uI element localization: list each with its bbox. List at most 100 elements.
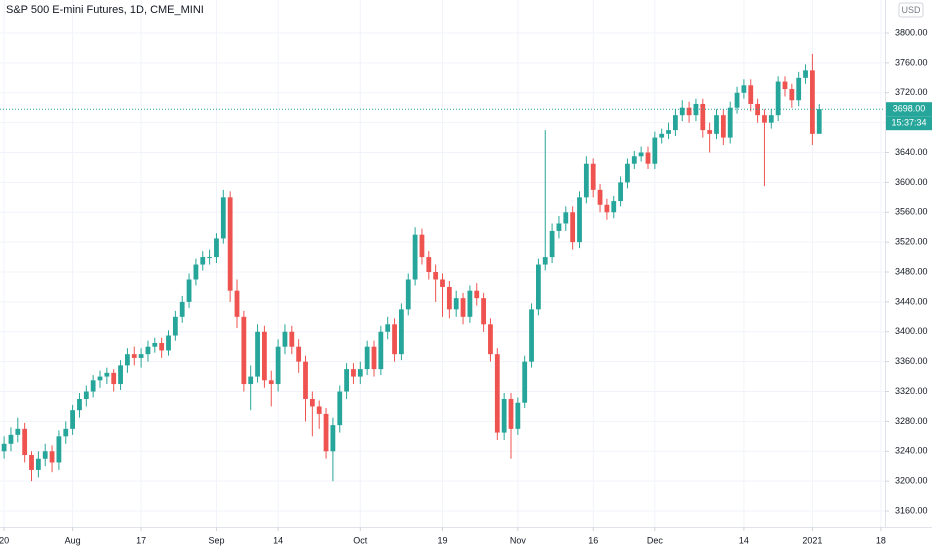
candle-body [392,324,397,355]
y-tick-label: 3600.00 [895,177,928,187]
currency: USD [901,5,921,15]
candles [1,53,822,482]
candle-body [433,272,439,280]
candle-body [563,212,569,224]
candle-body [741,85,747,93]
candle-body [672,115,678,131]
candle-body [529,309,534,362]
candle-body [700,103,706,131]
candle-body [15,428,21,435]
candle-body [56,436,62,463]
candle-body [330,425,336,452]
candle-body [618,182,623,202]
candle-body [152,342,158,347]
candle-body [145,346,151,355]
candle-body [399,309,404,355]
candle-body [488,324,493,355]
y-tick-label: 3480.00 [895,266,928,276]
candle-body [597,189,603,205]
last-price-box [886,102,932,117]
candle-body [419,234,425,258]
candle-body [659,133,665,138]
candle-body [446,286,452,310]
x-tick-label: Nov [510,535,527,545]
candle-body [214,238,219,258]
y-tick-label: 3200.00 [895,476,928,486]
y-tick-label: 3720.00 [895,87,928,97]
candle-body [494,354,500,433]
candle-body [296,346,302,362]
candle-body [467,290,473,317]
candle-body [570,212,576,243]
candle-body [583,163,589,198]
candle-body [556,223,562,231]
candle-body [536,264,541,310]
candle-body [159,342,165,351]
candle-body [809,70,815,134]
candle-body [255,331,260,377]
candle-body [542,257,548,265]
candle-body [323,413,329,452]
candle-body [522,361,528,403]
candle-body [590,163,596,190]
candle-body [748,85,754,104]
candle-body [131,354,137,358]
candle-body [309,398,315,407]
candle-body [378,331,384,370]
candle-body [460,298,466,317]
candle-body [125,354,130,366]
candle-body [29,455,34,470]
candle-body [83,391,89,399]
candle-body [49,451,55,463]
candle-body [816,109,822,134]
candle-body [282,331,288,347]
candle-body [714,115,719,134]
candle-body [440,279,445,287]
candle-body [481,298,486,325]
candle-body [344,369,349,392]
candle-body [303,361,308,399]
candle-body [364,346,370,370]
candle-body [35,458,41,470]
candle-body [186,279,192,302]
candle-body [111,372,117,385]
candle-body [241,316,247,385]
candle-body [474,290,480,299]
candle-body [138,354,144,358]
candle-body [775,81,781,116]
candle-body [275,346,281,385]
candle-body [652,137,658,164]
candle-body [97,376,103,381]
candle-body [782,81,788,90]
candle-body [1,443,7,452]
candle-body [104,372,110,377]
chart-title: S&P 500 E-mini Futures, 1D, CME_MINI [6,4,204,16]
currency-box[interactable] [898,2,924,18]
candle-body [515,402,521,429]
x-tick-label: Oct [353,535,368,545]
candle-body [357,369,363,377]
x-tick-label: Sep [208,535,224,545]
candle-body [337,391,343,426]
candle-body [179,301,185,317]
y-tick-label: 3360.00 [895,356,928,366]
y-tick-label: 3240.00 [895,446,928,456]
candle-body [227,197,233,291]
x-tick-label: 14 [739,535,749,545]
candle-body [796,77,802,101]
candle-body [8,434,14,444]
candle-body [77,398,82,411]
countdown-label: 15:37:34 [891,118,926,128]
candle-body [755,103,760,116]
candle-body [645,152,651,164]
candle-body [727,107,733,138]
candle-body [200,257,206,265]
candle-body [693,103,699,116]
y-tick-label: 3800.00 [895,27,928,37]
y-tick-label: 3440.00 [895,296,928,306]
candle-body [666,130,671,134]
candle-body [762,115,767,123]
candle-body [453,298,459,310]
candle-body [720,115,726,138]
candle-body [549,230,555,258]
